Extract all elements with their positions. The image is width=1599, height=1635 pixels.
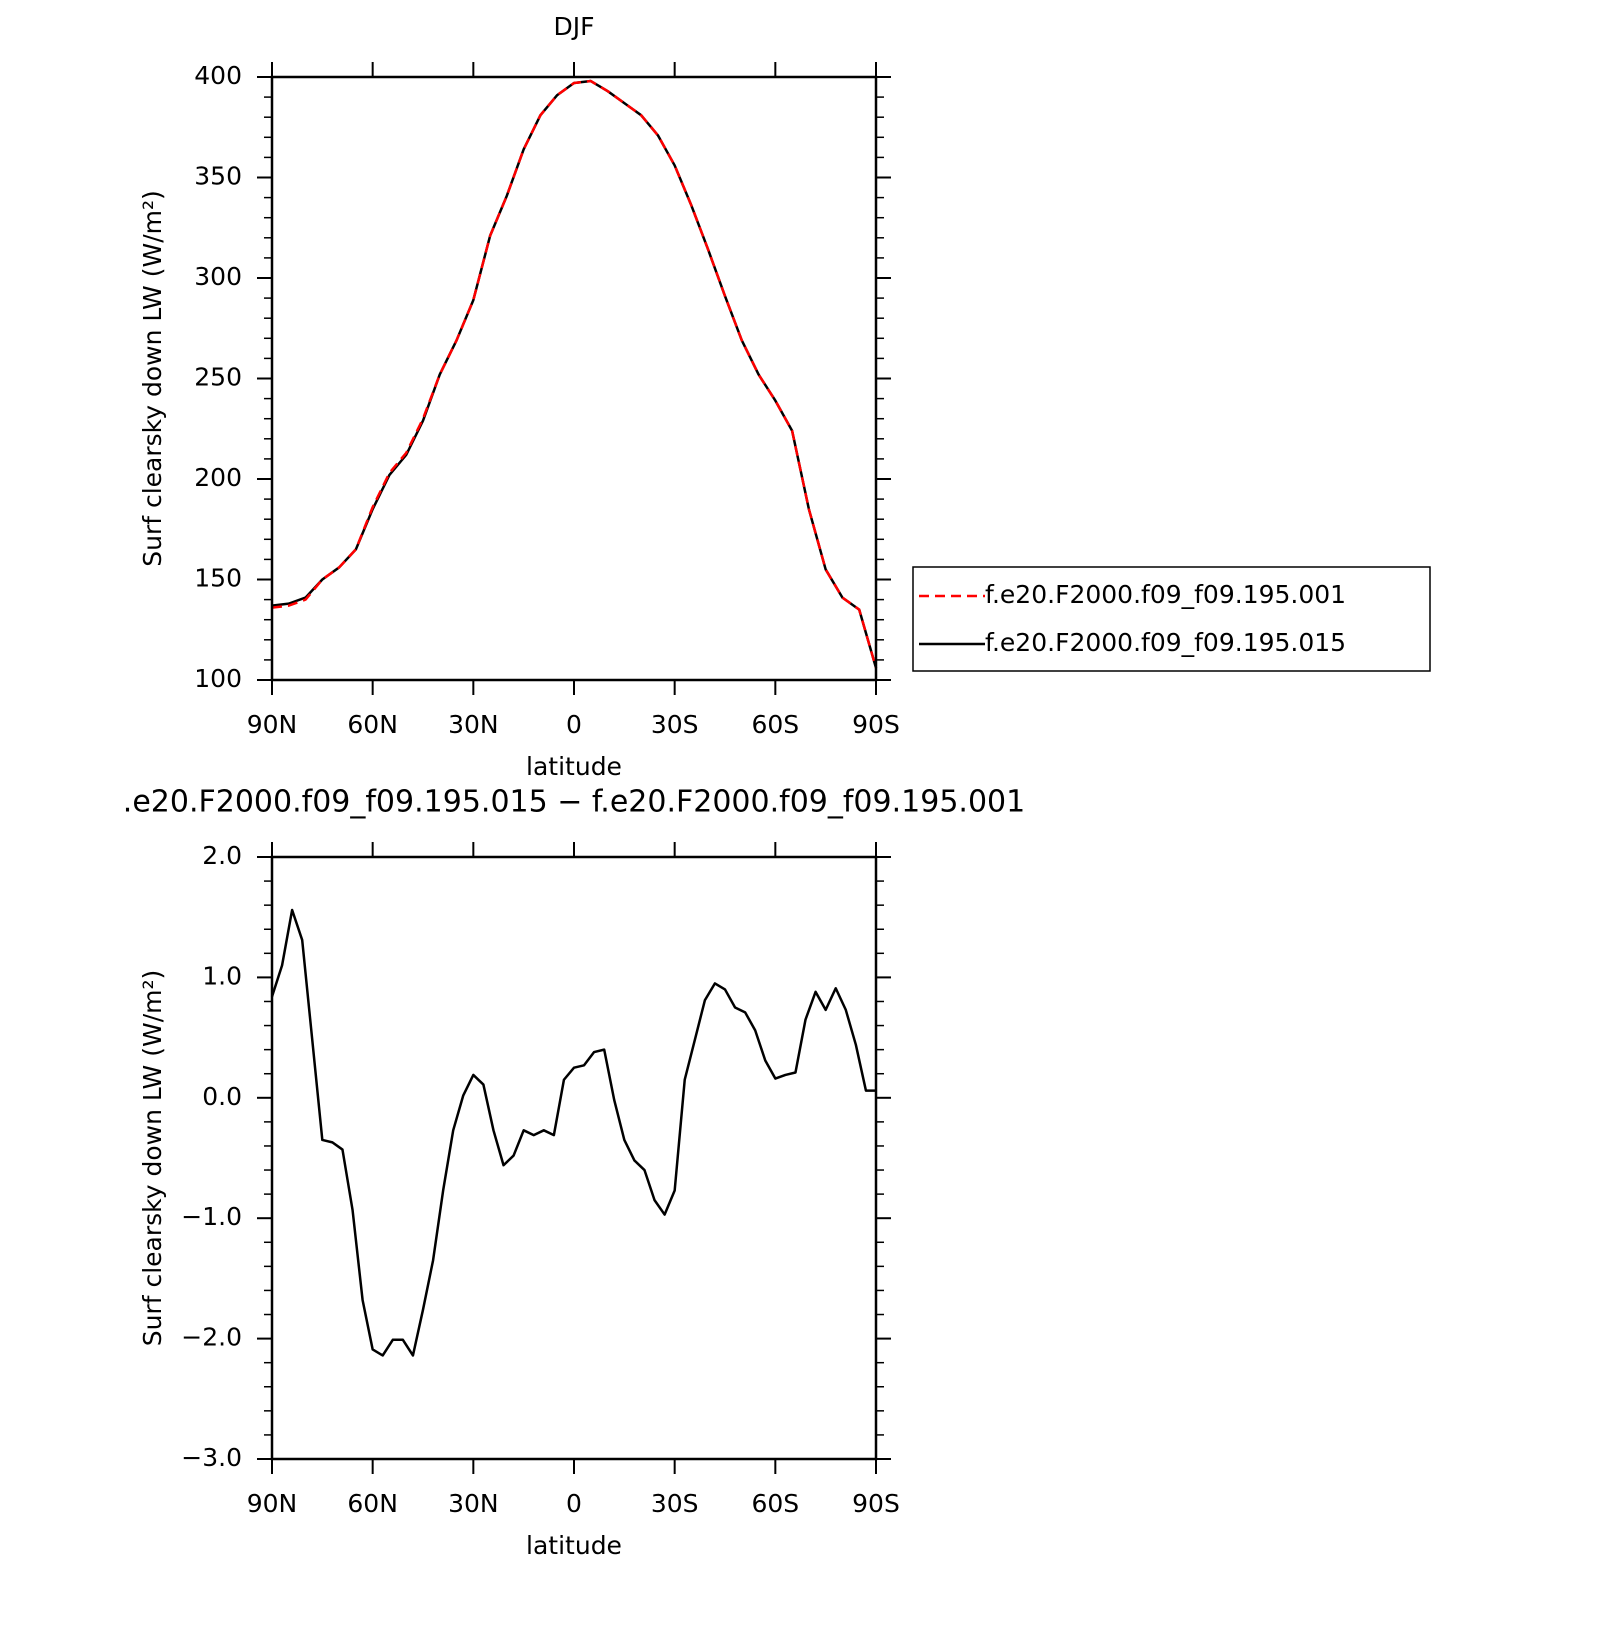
data-line bbox=[271, 79, 878, 669]
x-tick-label: 60S bbox=[751, 710, 799, 739]
y-tick-label: 150 bbox=[194, 564, 242, 593]
plot-frame bbox=[270, 75, 878, 682]
y-tick-label: 400 bbox=[194, 61, 242, 90]
x-tick-label: 90S bbox=[852, 710, 900, 739]
x-tick-label: 30N bbox=[448, 1489, 499, 1518]
x-axis-label: latitude bbox=[526, 752, 622, 781]
legend-box bbox=[912, 566, 1431, 672]
x-axis-label: latitude bbox=[526, 1531, 622, 1560]
y-tick-label: −1.0 bbox=[181, 1202, 242, 1231]
x-tick-label: 60N bbox=[347, 1489, 398, 1518]
y-tick-label: 300 bbox=[194, 262, 242, 291]
data-line bbox=[270, 908, 876, 1357]
x-tick-label: 60S bbox=[751, 1489, 799, 1518]
y-tick-label: 1.0 bbox=[202, 961, 242, 990]
chart-title: .e20.F2000.f09_f09.195.015 − f.e20.F2000… bbox=[123, 785, 1025, 820]
y-tick-label: 2.0 bbox=[202, 841, 242, 870]
y-tick-label: −2.0 bbox=[181, 1323, 242, 1352]
legend-label: f.e20.F2000.f09_f09.195.015 bbox=[985, 628, 1346, 657]
y-axis-label: Surf clearsky down LW (W/m²) bbox=[138, 190, 167, 567]
x-tick-label: 0 bbox=[566, 1489, 582, 1518]
y-tick-label: 0.0 bbox=[202, 1082, 242, 1111]
y-tick-label: −3.0 bbox=[181, 1443, 242, 1472]
y-tick-label: 200 bbox=[194, 463, 242, 492]
x-tick-label: 30S bbox=[651, 1489, 699, 1518]
y-tick-label: 100 bbox=[194, 664, 242, 693]
x-tick-label: 90S bbox=[852, 1489, 900, 1518]
x-tick-label: 90N bbox=[247, 710, 298, 739]
y-tick-label: 250 bbox=[194, 363, 242, 392]
x-tick-label: 60N bbox=[347, 710, 398, 739]
x-tick-label: 0 bbox=[566, 710, 582, 739]
x-tick-label: 90N bbox=[247, 1489, 298, 1518]
data-line bbox=[271, 79, 878, 669]
y-axis-label: Surf clearsky down LW (W/m²) bbox=[138, 970, 167, 1347]
y-tick-label: 350 bbox=[194, 162, 242, 191]
legend-label: f.e20.F2000.f09_f09.195.001 bbox=[985, 580, 1346, 609]
x-tick-label: 30S bbox=[651, 710, 699, 739]
plot-frame bbox=[270, 855, 878, 1461]
chart-title: DJF bbox=[553, 12, 594, 41]
x-tick-label: 30N bbox=[448, 710, 499, 739]
